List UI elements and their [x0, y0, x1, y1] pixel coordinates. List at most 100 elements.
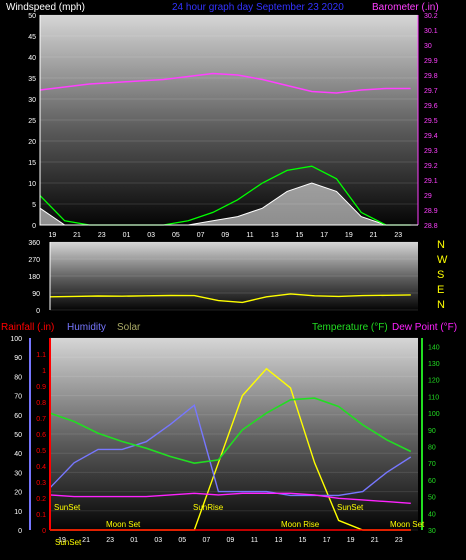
temp-x-tick-label: 19 [58, 537, 66, 544]
direction-tick-label: 0 [36, 308, 40, 315]
temperature-tick-label: 50 [428, 495, 436, 502]
barometer-tick-label: 28.8 [424, 223, 438, 230]
barometer-tick-label: 29 [424, 193, 432, 200]
temp-x-tick-label: 23 [106, 537, 114, 544]
humidity-tick-label: 70 [14, 394, 22, 401]
wind-x-tick-label: 21 [370, 232, 378, 239]
temp-x-tick-label: 15 [299, 537, 307, 544]
rain-tick-label: 0.1 [36, 512, 46, 519]
barometer-tick-label: 29.5 [424, 118, 438, 125]
rain-tick-label: 0.7 [36, 416, 46, 423]
wind-tick-label: 5 [32, 202, 36, 209]
direction-tick-label: 90 [32, 291, 40, 298]
wind-x-tick-label: 23 [98, 232, 106, 239]
wind-x-tick-label: 23 [394, 232, 402, 239]
wind-tick-label: 10 [28, 181, 36, 188]
rain-tick-label: 0.9 [36, 384, 46, 391]
barometer-tick-label: 29.4 [424, 133, 438, 140]
barometer-label: Barometer (.in) [372, 2, 439, 13]
date-label: 24 hour graph day September 23 2020 [172, 2, 344, 13]
wind-x-tick-label: 09 [221, 232, 229, 239]
grid-lines [40, 14, 418, 531]
legend-solar: Solar [117, 322, 141, 333]
direction-tick-label: 360 [28, 240, 40, 247]
wind-tick-label: 35 [28, 76, 36, 83]
wind-tick-label: 15 [28, 160, 36, 167]
humidity-tick-label: 0 [18, 528, 22, 535]
annotation-moonset-2: Moon Set [390, 520, 425, 529]
wind-panel-bg [40, 15, 418, 225]
compass-n-top: N [437, 239, 445, 251]
rain-tick-label: 0.5 [36, 448, 46, 455]
compass-e: E [437, 284, 444, 296]
temperature-tick-label: 40 [428, 511, 436, 518]
windspeed-label: Windspeed (mph) [6, 2, 85, 13]
legend-humidity: Humidity [67, 322, 106, 333]
annotation-sunset-x: SunSet [55, 538, 82, 547]
barometer-tick-label: 28.9 [424, 208, 438, 215]
wind-tick-label: 20 [28, 139, 36, 146]
temperature-series-line [49, 397, 412, 465]
wind-x-tick-label: 01 [123, 232, 131, 239]
wind-tick-label: 50 [28, 13, 36, 20]
temp-x-tick-label: 09 [226, 537, 234, 544]
temperature-tick-label: 70 [428, 461, 436, 468]
wind-x-tick-label: 07 [197, 232, 205, 239]
temp-x-tick-label: 01 [130, 537, 138, 544]
axes-layer: 0510152025303540455028.828.92929.129.229… [10, 13, 439, 544]
humidity-tick-label: 40 [14, 451, 22, 458]
temperature-tick-label: 120 [428, 378, 440, 385]
series-layer [39, 72, 412, 531]
wind-tick-label: 25 [28, 118, 36, 125]
barometer-tick-label: 29.8 [424, 73, 438, 80]
direction-series-line [49, 293, 411, 304]
humidity-tick-label: 100 [10, 336, 22, 343]
temp-x-tick-label: 05 [178, 537, 186, 544]
temp-x-tick-label: 17 [323, 537, 331, 544]
rain-tick-label: 1.1 [36, 352, 46, 359]
temp-x-tick-label: 07 [202, 537, 210, 544]
barometer-tick-label: 30 [424, 43, 432, 50]
rain-tick-label: 0.3 [36, 480, 46, 487]
humidity-series-line [49, 403, 412, 497]
direction-panel-bg [50, 242, 418, 310]
barometer-tick-label: 29.1 [424, 178, 438, 185]
humidity-tick-label: 30 [14, 470, 22, 477]
wind-tick-label: 0 [32, 223, 36, 230]
rain-tick-label: 0 [42, 528, 46, 535]
temperature-tick-label: 100 [428, 411, 440, 418]
rain-tick-label: 0.2 [36, 496, 46, 503]
barometer-tick-label: 29.7 [424, 88, 438, 95]
rain-tick-label: 0.8 [36, 400, 46, 407]
temp-x-tick-label: 03 [154, 537, 162, 544]
barometer-tick-label: 29.9 [424, 58, 438, 65]
temp-x-tick-label: 21 [371, 537, 379, 544]
temp-x-tick-label: 19 [347, 537, 355, 544]
barometer-tick-label: 30.2 [424, 13, 438, 20]
wind-x-tick-label: 05 [172, 232, 180, 239]
compass-n-bottom: N [437, 299, 445, 311]
compass-w: W [437, 254, 448, 266]
wind-tick-label: 40 [28, 55, 36, 62]
wind-x-tick-label: 15 [296, 232, 304, 239]
humidity-tick-label: 10 [14, 509, 22, 516]
direction-tick-label: 270 [28, 257, 40, 264]
annotation-moonset-1: Moon Set [106, 520, 141, 529]
humidity-tick-label: 50 [14, 432, 22, 439]
rain-tick-label: 1 [42, 368, 46, 375]
temperature-tick-label: 90 [428, 428, 436, 435]
barometer-tick-label: 29.3 [424, 148, 438, 155]
wind-x-tick-label: 17 [320, 232, 328, 239]
annotation-sunset-1: SunSet [54, 503, 81, 512]
wind-x-tick-label: 19 [48, 232, 56, 239]
direction-tick-label: 180 [28, 274, 40, 281]
barometer-series-line [39, 72, 411, 94]
temperature-tick-label: 30 [428, 528, 436, 535]
annotation-sunset-2: SunSet [337, 503, 364, 512]
compass-s: S [437, 269, 444, 281]
legend-rainfall: Rainfall (.in) [1, 322, 54, 333]
barometer-tick-label: 29.6 [424, 103, 438, 110]
temperature-tick-label: 140 [428, 344, 440, 351]
wind-tick-label: 30 [28, 97, 36, 104]
